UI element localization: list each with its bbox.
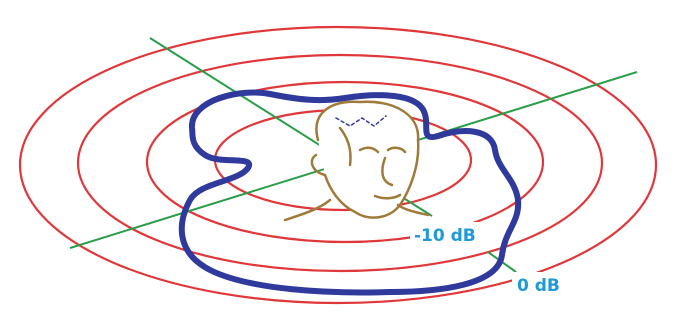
page: -10 dB 0 dB (() => { const data = JSON.p… bbox=[0, 0, 688, 309]
level-label: -10 dB bbox=[414, 226, 476, 246]
level-label: 0 dB bbox=[517, 276, 560, 296]
head-sketch bbox=[285, 102, 428, 220]
diagram: -10 dB 0 dB bbox=[0, 0, 688, 309]
